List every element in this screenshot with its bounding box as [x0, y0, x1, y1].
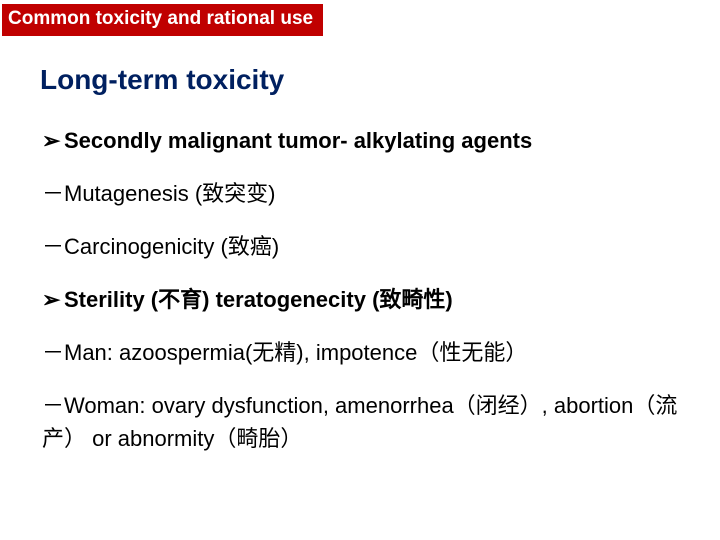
bullet-sterility: ➢Sterility (不育) teratogenecity (致畸性)	[40, 283, 680, 316]
dash-icon: －	[42, 230, 64, 263]
bullet-woman: －Woman: ovary dysfunction, amenorrhea（闭经…	[40, 389, 680, 455]
header-banner: Common toxicity and rational use	[2, 4, 323, 36]
bullet-mutagenesis: －Mutagenesis (致突变)	[40, 177, 680, 210]
dash-icon: －	[42, 177, 64, 210]
dash-icon: －	[42, 336, 64, 369]
bullet-malignant-tumor: ➢Secondly malignant tumor- alkylating ag…	[40, 124, 680, 157]
bullet-man: －Man: azoospermia(无精), impotence（性无能）	[40, 336, 680, 369]
arrow-icon: ➢	[42, 124, 64, 157]
dash-icon: －	[42, 389, 64, 422]
bullet-carcinogenicity: －Carcinogenicity (致癌)	[40, 230, 680, 263]
bullet-text: Carcinogenicity (致癌)	[64, 234, 279, 259]
content-area: Long-term toxicity ➢Secondly malignant t…	[0, 36, 720, 455]
arrow-icon: ➢	[42, 283, 64, 316]
slide: Common toxicity and rational use Long-te…	[0, 0, 720, 540]
bullet-text: Sterility (不育) teratogenecity (致畸性)	[64, 287, 453, 312]
slide-title: Long-term toxicity	[40, 64, 680, 96]
bullet-text: Man: azoospermia(无精), impotence（性无能）	[64, 340, 527, 365]
bullet-text: Woman: ovary dysfunction, amenorrhea（闭经）…	[42, 393, 677, 451]
bullet-text: Secondly malignant tumor- alkylating age…	[64, 128, 532, 153]
bullet-text: Mutagenesis (致突变)	[64, 181, 276, 206]
